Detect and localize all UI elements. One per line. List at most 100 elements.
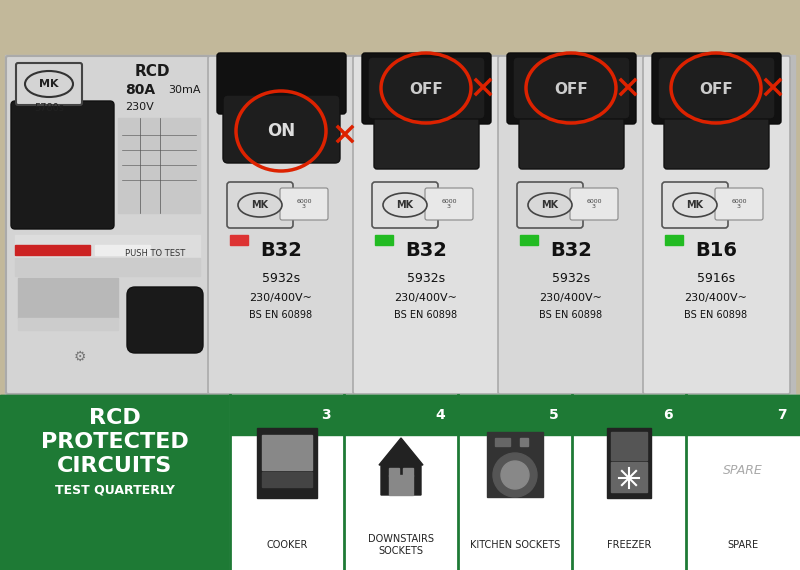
Text: B32: B32	[550, 241, 592, 259]
Text: SPARE: SPARE	[723, 463, 763, 477]
Text: BS EN 60898: BS EN 60898	[394, 310, 458, 320]
Ellipse shape	[528, 193, 572, 217]
Text: 230/400V~: 230/400V~	[539, 293, 602, 303]
Text: BS EN 60898: BS EN 60898	[539, 310, 602, 320]
FancyBboxPatch shape	[127, 287, 203, 353]
Bar	[230, 395, 344, 435]
FancyBboxPatch shape	[368, 57, 485, 119]
FancyBboxPatch shape	[362, 53, 491, 124]
FancyBboxPatch shape	[517, 182, 583, 228]
FancyBboxPatch shape	[223, 95, 340, 163]
Text: MK: MK	[686, 200, 703, 210]
Ellipse shape	[383, 193, 427, 217]
FancyBboxPatch shape	[227, 182, 293, 228]
Text: 5916s: 5916s	[697, 271, 735, 284]
Text: BS EN 60898: BS EN 60898	[250, 310, 313, 320]
Text: MK: MK	[397, 200, 414, 210]
Bar	[403, 468, 413, 476]
Text: 5932s: 5932s	[262, 271, 300, 284]
Text: 5780s: 5780s	[34, 103, 64, 113]
Bar	[262, 435, 312, 470]
Text: MK: MK	[39, 79, 58, 89]
Bar	[15, 235, 200, 257]
Text: MK: MK	[542, 200, 558, 210]
Text: 6000
3: 6000 3	[586, 198, 602, 209]
Text: ON: ON	[267, 122, 295, 140]
Bar	[0, 395, 800, 570]
FancyBboxPatch shape	[643, 56, 790, 394]
Bar	[607, 428, 651, 498]
Bar	[389, 468, 399, 476]
Text: ⚙: ⚙	[74, 350, 86, 364]
Bar	[572, 395, 686, 435]
FancyBboxPatch shape	[658, 57, 775, 119]
FancyBboxPatch shape	[498, 56, 645, 394]
FancyBboxPatch shape	[208, 56, 355, 394]
Text: PROTECTED: PROTECTED	[41, 432, 189, 452]
Text: DOWNSTAIRS
SOCKETS: DOWNSTAIRS SOCKETS	[368, 534, 434, 556]
Bar	[495, 438, 510, 446]
Text: 6000
3: 6000 3	[731, 198, 746, 209]
FancyBboxPatch shape	[513, 57, 630, 119]
Text: COOKER: COOKER	[266, 540, 308, 550]
Text: 7: 7	[777, 408, 787, 422]
FancyBboxPatch shape	[715, 188, 763, 220]
Text: 5: 5	[549, 408, 559, 422]
Text: B32: B32	[260, 241, 302, 259]
Text: 5932s: 5932s	[407, 271, 445, 284]
FancyBboxPatch shape	[11, 101, 114, 229]
Bar	[15, 258, 200, 276]
FancyBboxPatch shape	[652, 53, 781, 124]
Ellipse shape	[238, 193, 282, 217]
Text: 4: 4	[435, 408, 445, 422]
Text: B16: B16	[695, 241, 737, 259]
FancyBboxPatch shape	[507, 53, 636, 124]
Polygon shape	[379, 438, 423, 465]
Circle shape	[493, 453, 537, 497]
Text: 230/400V~: 230/400V~	[685, 293, 747, 303]
Bar	[18, 278, 118, 318]
Bar	[389, 475, 413, 495]
Text: 5932s: 5932s	[552, 271, 590, 284]
Bar	[257, 428, 317, 498]
Bar	[15, 245, 90, 255]
FancyBboxPatch shape	[6, 56, 210, 394]
Bar	[95, 245, 150, 255]
FancyBboxPatch shape	[374, 113, 479, 169]
Text: 30mA: 30mA	[168, 85, 201, 95]
FancyBboxPatch shape	[372, 182, 438, 228]
FancyBboxPatch shape	[570, 188, 618, 220]
Bar	[520, 235, 538, 245]
Bar	[262, 472, 312, 487]
Text: FREEZER: FREEZER	[607, 540, 651, 550]
Bar	[611, 432, 647, 460]
Text: TEST QUARTERLY: TEST QUARTERLY	[55, 483, 175, 496]
Bar	[487, 432, 543, 497]
FancyBboxPatch shape	[519, 113, 624, 169]
Circle shape	[501, 461, 529, 489]
Text: SPARE: SPARE	[727, 540, 758, 550]
Text: MK: MK	[251, 200, 269, 210]
Polygon shape	[381, 442, 421, 495]
Ellipse shape	[673, 193, 717, 217]
Text: RCD: RCD	[135, 64, 170, 79]
FancyBboxPatch shape	[280, 188, 328, 220]
Bar	[18, 318, 118, 330]
Text: PUSH TO TEST: PUSH TO TEST	[125, 249, 185, 258]
Bar	[344, 395, 458, 435]
Bar	[458, 395, 572, 435]
Bar	[230, 395, 800, 570]
Text: 6000
3: 6000 3	[296, 198, 312, 209]
Bar	[665, 235, 683, 245]
Ellipse shape	[25, 71, 73, 97]
Text: OFF: OFF	[409, 83, 443, 97]
Text: OFF: OFF	[554, 83, 588, 97]
Bar	[520, 438, 528, 446]
Text: OFF: OFF	[699, 83, 733, 97]
FancyBboxPatch shape	[353, 56, 500, 394]
Text: CIRCUITS: CIRCUITS	[58, 456, 173, 476]
FancyBboxPatch shape	[664, 113, 769, 169]
FancyBboxPatch shape	[662, 182, 728, 228]
FancyBboxPatch shape	[16, 63, 82, 105]
Text: 3: 3	[321, 408, 331, 422]
